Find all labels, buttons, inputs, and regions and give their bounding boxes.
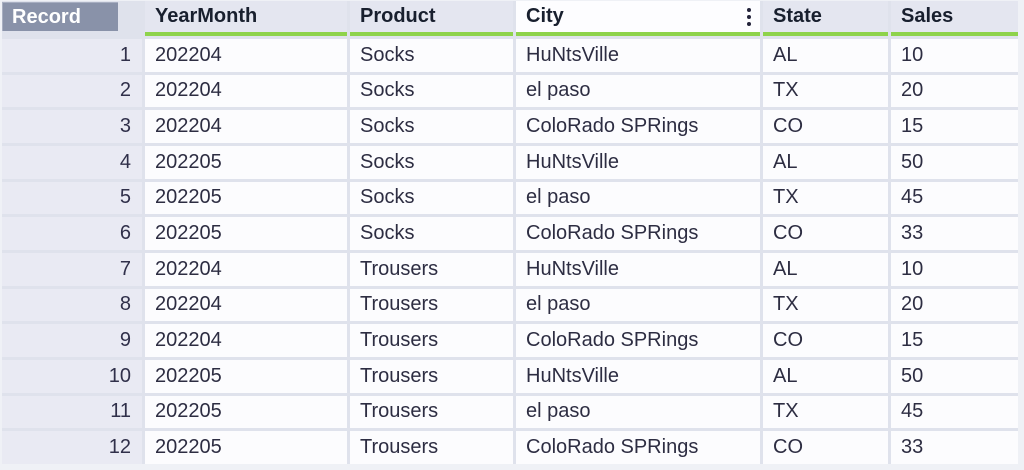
cell-sales[interactable]: 20 xyxy=(891,288,1018,322)
cell-yearmonth[interactable]: 202204 xyxy=(145,288,347,322)
record-number-cell[interactable]: 12 xyxy=(2,431,142,464)
cell-state[interactable]: TX xyxy=(763,74,888,108)
column-header-yearmonth[interactable]: YearMonth xyxy=(145,1,347,36)
cell-state[interactable]: CO xyxy=(763,110,888,143)
record-number-cell[interactable]: 1 xyxy=(2,39,142,72)
cell-city[interactable]: el paso xyxy=(516,74,760,108)
cell-state[interactable]: TX xyxy=(763,288,888,322)
cell-yearmonth[interactable]: 202204 xyxy=(145,110,347,143)
record-number-cell[interactable]: 4 xyxy=(2,146,142,179)
record-number-cell[interactable]: 6 xyxy=(2,217,142,250)
cell-city[interactable]: ColoRado SPRings xyxy=(516,324,760,357)
cell-sales[interactable]: 10 xyxy=(891,253,1018,286)
cell-product[interactable]: Socks xyxy=(350,74,513,108)
cell-yearmonth[interactable]: 202204 xyxy=(145,39,347,72)
cell-sales[interactable]: 45 xyxy=(891,181,1018,215)
cell-city[interactable]: HuNtsVille xyxy=(516,146,760,179)
cell-sales[interactable]: 33 xyxy=(891,217,1018,250)
cell-product[interactable]: Socks xyxy=(350,181,513,215)
cell-yearmonth[interactable]: 202205 xyxy=(145,146,347,179)
cell-state[interactable]: AL xyxy=(763,39,888,72)
cell-state[interactable]: AL xyxy=(763,253,888,286)
cell-state[interactable]: CO xyxy=(763,324,888,357)
cell-yearmonth[interactable]: 202205 xyxy=(145,360,347,393)
cell-city[interactable]: ColoRado SPRings xyxy=(516,110,760,143)
cell-product[interactable]: Socks xyxy=(350,39,513,72)
cell-city[interactable]: HuNtsVille xyxy=(516,253,760,286)
record-number-cell[interactable]: 10 xyxy=(2,360,142,393)
cell-product[interactable]: Trousers xyxy=(350,431,513,464)
cell-state[interactable]: CO xyxy=(763,431,888,464)
cell-sales[interactable]: 10 xyxy=(891,39,1018,72)
cell-sales[interactable]: 50 xyxy=(891,146,1018,179)
cell-yearmonth[interactable]: 202205 xyxy=(145,395,347,429)
cell-state[interactable]: TX xyxy=(763,181,888,215)
cell-product[interactable]: Trousers xyxy=(350,253,513,286)
column-header-product[interactable]: Product xyxy=(350,1,513,36)
cell-yearmonth[interactable]: 202205 xyxy=(145,431,347,464)
column-header-label: City xyxy=(526,5,564,27)
kebab-menu-icon[interactable] xyxy=(747,7,751,26)
record-header-label: Record xyxy=(2,2,118,31)
cell-state[interactable]: TX xyxy=(763,395,888,429)
cell-sales[interactable]: 45 xyxy=(891,395,1018,429)
cell-sales[interactable]: 20 xyxy=(891,74,1018,108)
cell-product[interactable]: Socks xyxy=(350,217,513,250)
record-number-cell[interactable]: 3 xyxy=(2,110,142,143)
cell-state[interactable]: AL xyxy=(763,146,888,179)
cell-sales[interactable]: 15 xyxy=(891,324,1018,357)
cell-city[interactable]: el paso xyxy=(516,181,760,215)
record-number-cell[interactable]: 7 xyxy=(2,253,142,286)
cell-yearmonth[interactable]: 202204 xyxy=(145,253,347,286)
cell-yearmonth[interactable]: 202205 xyxy=(145,181,347,215)
cell-yearmonth[interactable]: 202204 xyxy=(145,324,347,357)
column-header-label: Sales xyxy=(901,5,954,27)
record-number-cell[interactable]: 9 xyxy=(2,324,142,357)
cell-product[interactable]: Socks xyxy=(350,110,513,143)
cell-city[interactable]: el paso xyxy=(516,395,760,429)
record-number-cell[interactable]: 11 xyxy=(2,395,142,429)
cell-sales[interactable]: 50 xyxy=(891,360,1018,393)
cell-city[interactable]: ColoRado SPRings xyxy=(516,217,760,250)
cell-sales[interactable]: 33 xyxy=(891,431,1018,464)
cell-state[interactable]: CO xyxy=(763,217,888,250)
column-header-city[interactable]: City xyxy=(516,1,760,36)
cell-product[interactable]: Socks xyxy=(350,146,513,179)
cell-state[interactable]: AL xyxy=(763,360,888,393)
cell-city[interactable]: ColoRado SPRings xyxy=(516,431,760,464)
cell-city[interactable]: el paso xyxy=(516,288,760,322)
column-header-sales[interactable]: Sales xyxy=(891,1,1018,36)
column-header-label: State xyxy=(773,5,822,27)
cell-product[interactable]: Trousers xyxy=(350,395,513,429)
record-number-cell[interactable]: 8 xyxy=(2,288,142,322)
results-table: Record YearMonth Product City State Sale… xyxy=(2,1,1018,464)
cell-yearmonth[interactable]: 202204 xyxy=(145,74,347,108)
column-header-label: Product xyxy=(360,5,436,27)
column-header-record[interactable]: Record xyxy=(2,1,142,36)
cell-city[interactable]: HuNtsVille xyxy=(516,360,760,393)
column-header-label: YearMonth xyxy=(155,5,258,27)
record-number-cell[interactable]: 2 xyxy=(2,74,142,108)
cell-yearmonth[interactable]: 202205 xyxy=(145,217,347,250)
cell-product[interactable]: Trousers xyxy=(350,288,513,322)
column-header-state[interactable]: State xyxy=(763,1,888,36)
cell-product[interactable]: Trousers xyxy=(350,324,513,357)
cell-product[interactable]: Trousers xyxy=(350,360,513,393)
cell-city[interactable]: HuNtsVille xyxy=(516,39,760,72)
record-number-cell[interactable]: 5 xyxy=(2,181,142,215)
cell-sales[interactable]: 15 xyxy=(891,110,1018,143)
